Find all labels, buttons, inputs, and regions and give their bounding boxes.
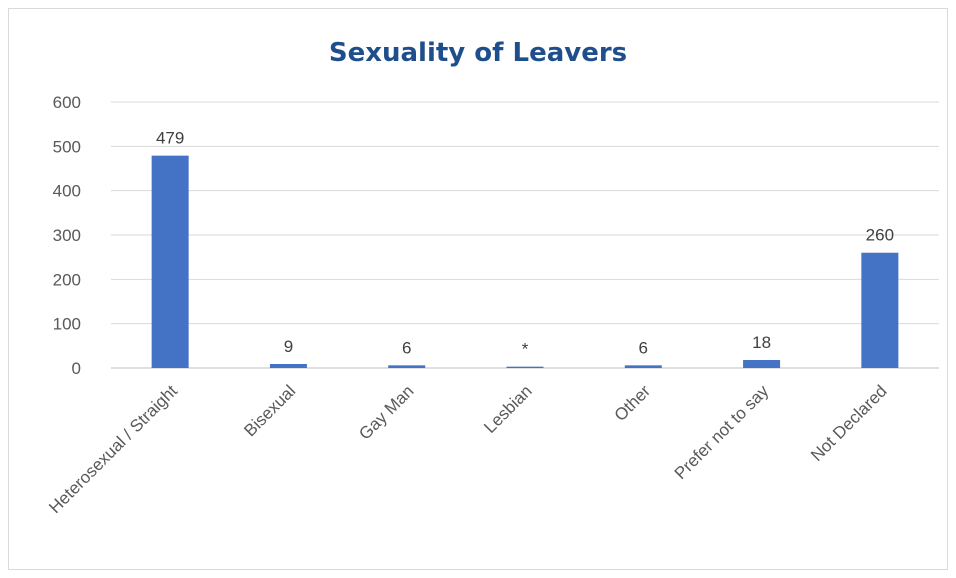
x-tick-label: Gay Man xyxy=(355,381,417,443)
bar[interactable] xyxy=(624,365,662,368)
data-label: * xyxy=(522,340,529,359)
data-label: 6 xyxy=(639,338,648,357)
y-tick-label: 600 xyxy=(53,93,81,112)
y-tick-label: 400 xyxy=(53,182,81,201)
bar-chart: Sexuality of Leavers 0 100 200 300 400 500 600… xyxy=(45,38,939,517)
y-tick-label: 300 xyxy=(53,226,81,245)
bar[interactable] xyxy=(151,155,189,368)
x-tick-label: Lesbian xyxy=(480,381,536,437)
y-tick-label: 100 xyxy=(53,315,81,334)
data-label: 18 xyxy=(752,333,771,352)
bar[interactable] xyxy=(861,252,899,368)
x-tick-label: Bisexual xyxy=(240,381,299,440)
data-label: 260 xyxy=(866,226,894,245)
y-tick-label: 0 xyxy=(72,359,81,378)
x-tick-label: Not Declared xyxy=(807,381,891,465)
data-label: 6 xyxy=(402,338,411,357)
y-tick-label: 200 xyxy=(53,270,81,289)
chart-title: Sexuality of Leavers xyxy=(329,38,627,68)
y-tick-label: 500 xyxy=(53,137,81,156)
bar[interactable] xyxy=(269,364,307,368)
bar[interactable] xyxy=(743,360,781,368)
bar[interactable] xyxy=(388,365,426,368)
data-label: 479 xyxy=(156,129,184,148)
x-tick-label: Heterosexual / Straight xyxy=(45,381,181,517)
bar[interactable] xyxy=(506,366,544,368)
x-tick-label: Prefer not to say xyxy=(671,381,773,483)
x-tick-label: Other xyxy=(611,381,655,425)
chart-frame: Sexuality of Leavers 0 100 200 300 400 500 600… xyxy=(8,8,948,570)
data-label: 9 xyxy=(284,337,293,356)
